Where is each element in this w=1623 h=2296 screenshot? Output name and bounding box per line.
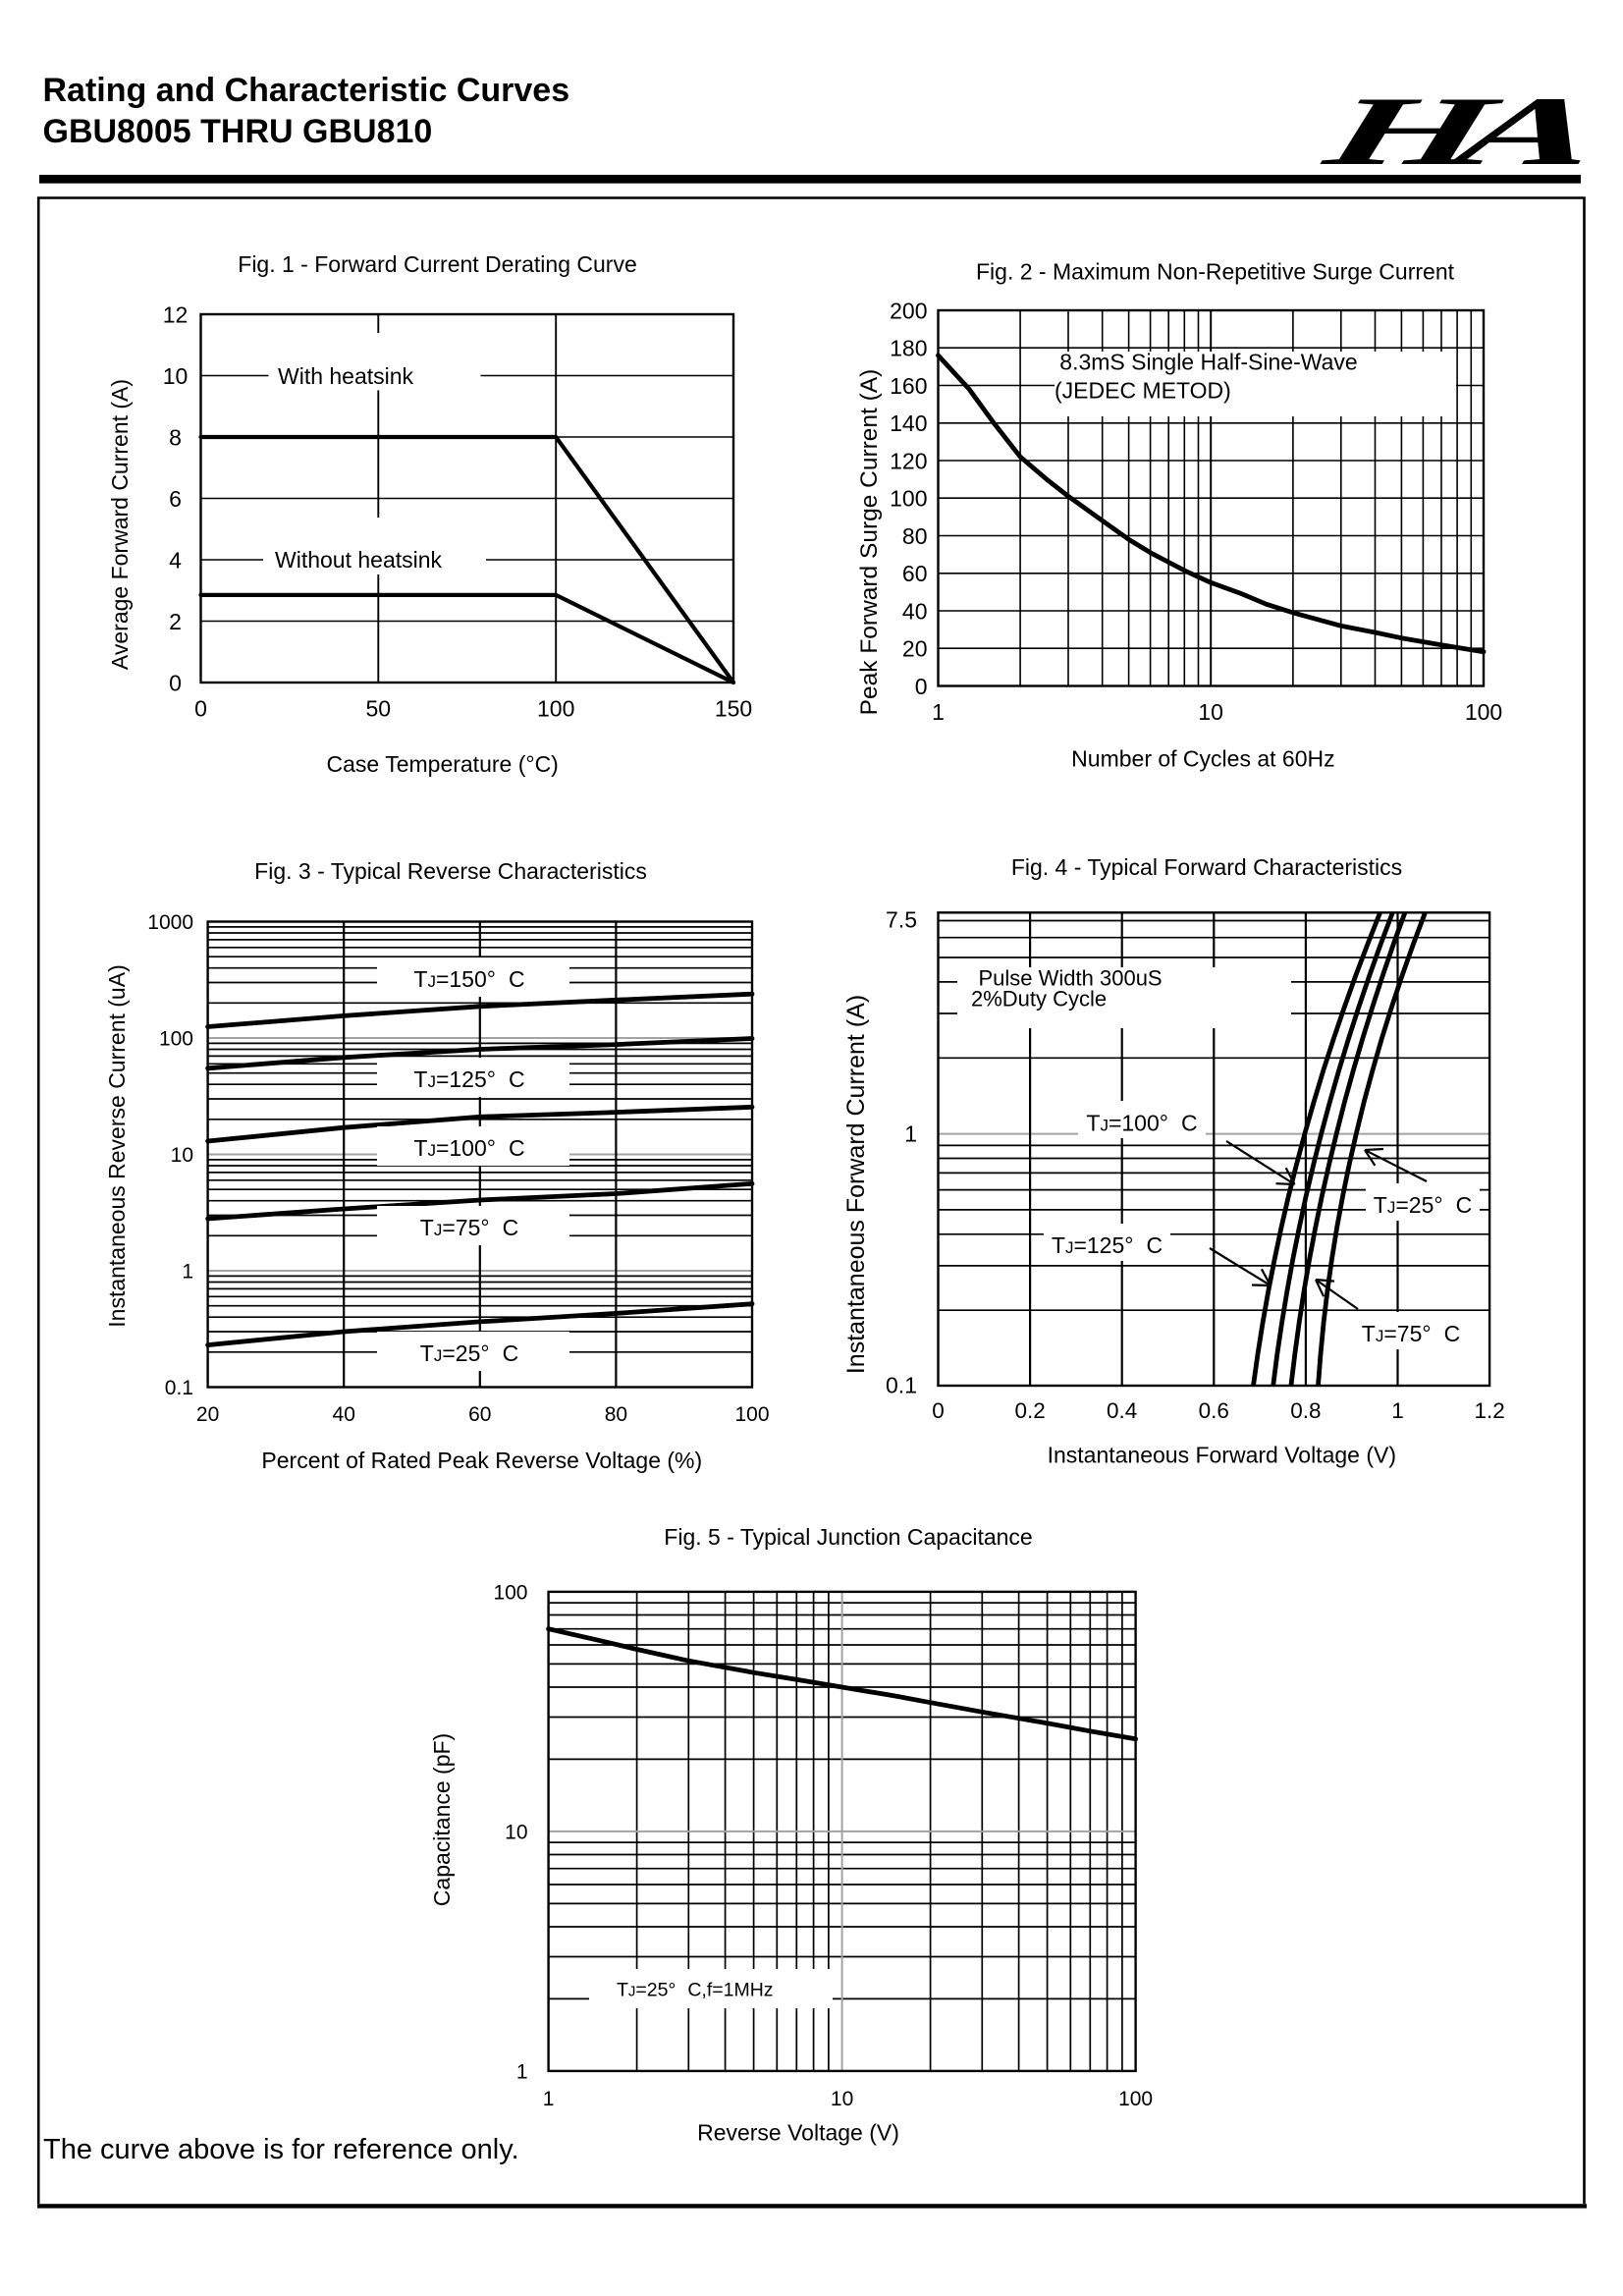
- svg-text:The curve above is for referen: The curve above is for reference only.: [43, 2134, 519, 2165]
- svg-text:Pulse Width 300uS: Pulse Width 300uS: [979, 966, 1163, 991]
- svg-text:1: 1: [932, 699, 945, 725]
- svg-text:Instantaneous Forward Current: Instantaneous Forward Current (A): [842, 995, 870, 1374]
- svg-text:1: 1: [543, 2088, 555, 2110]
- svg-text:10: 10: [1198, 699, 1223, 725]
- svg-text:1000: 1000: [147, 911, 193, 934]
- svg-text:0.6: 0.6: [1199, 1398, 1229, 1423]
- svg-text:12: 12: [163, 301, 189, 327]
- svg-text:(JEDEC METOD): (JEDEC METOD): [1055, 378, 1231, 404]
- svg-text:4: 4: [169, 547, 182, 573]
- svg-text:100: 100: [1465, 699, 1502, 725]
- svg-text:Fig. 5 - Typical Junction Capa: Fig. 5 - Typical Junction Capacitance: [664, 1524, 1032, 1550]
- svg-text:50: 50: [366, 696, 392, 722]
- svg-text:100: 100: [493, 1581, 527, 1604]
- svg-text:Rating and Characteristic Curv: Rating and Characteristic Curves: [43, 72, 570, 109]
- svg-text:TJ=25°C: TJ=25° C: [1374, 1192, 1472, 1218]
- svg-text:8: 8: [169, 424, 182, 450]
- svg-text:20: 20: [196, 1403, 219, 1426]
- svg-text:Without heatsink: Without heatsink: [275, 547, 443, 573]
- svg-text:80: 80: [605, 1403, 627, 1426]
- svg-text:0.1: 0.1: [886, 1372, 917, 1397]
- svg-text:1: 1: [904, 1121, 917, 1146]
- svg-text:1: 1: [1391, 1398, 1404, 1423]
- svg-text:Instantaneous Reverse Current: Instantaneous Reverse Current (uA): [104, 964, 130, 1327]
- svg-text:TJ=25°C: TJ=25° C: [420, 1340, 518, 1366]
- svg-text:6: 6: [169, 486, 182, 512]
- svg-text:100: 100: [159, 1028, 193, 1051]
- svg-text:Number of Cycles at 60Hz: Number of Cycles at 60Hz: [1071, 746, 1334, 772]
- svg-text:0.1: 0.1: [165, 1377, 193, 1399]
- svg-text:Peak Forward Surge Current (A): Peak Forward Surge Current (A): [856, 369, 883, 716]
- svg-text:TJ=25°C,f=1MHz: TJ=25° C,f=1MHz: [617, 1980, 774, 2001]
- svg-text:150: 150: [715, 696, 752, 722]
- svg-text:GBU8005 THRU GBU810: GBU8005 THRU GBU810: [43, 113, 433, 150]
- svg-text:10: 10: [831, 2088, 853, 2110]
- svg-text:8.3mS Single Half-Sine-Wave: 8.3mS Single Half-Sine-Wave: [1059, 350, 1357, 375]
- svg-text:10: 10: [163, 363, 189, 389]
- svg-text:Fig. 1 - Forward Current Derat: Fig. 1 - Forward Current Derating Curve: [238, 251, 636, 277]
- svg-text:Percent of Rated Peak Reverse: Percent of Rated Peak Reverse Voltage (%…: [261, 1448, 702, 1473]
- svg-text:1.2: 1.2: [1474, 1398, 1504, 1423]
- svg-text:60: 60: [468, 1403, 491, 1426]
- svg-text:140: 140: [890, 410, 927, 436]
- svg-text:40: 40: [902, 598, 928, 624]
- svg-text:100: 100: [734, 1403, 769, 1426]
- svg-text:200: 200: [890, 298, 927, 323]
- svg-text:With heatsink: With heatsink: [278, 363, 414, 389]
- svg-text:0.4: 0.4: [1107, 1398, 1137, 1423]
- svg-text:0: 0: [932, 1398, 945, 1423]
- svg-text:100: 100: [537, 696, 574, 722]
- svg-text:2%Duty Cycle: 2%Duty Cycle: [971, 987, 1107, 1011]
- svg-text:10: 10: [505, 1821, 527, 1843]
- svg-text:Fig. 2 - Maximum Non-Repetitiv: Fig. 2 - Maximum Non-Repetitive Surge Cu…: [976, 259, 1455, 285]
- svg-text:60: 60: [902, 561, 928, 586]
- svg-text:0.8: 0.8: [1290, 1398, 1321, 1423]
- svg-text:10: 10: [171, 1144, 193, 1167]
- svg-text:Reverse Voltage (V): Reverse Voltage (V): [697, 2120, 899, 2146]
- svg-text:1: 1: [182, 1261, 193, 1284]
- svg-text:0: 0: [915, 674, 928, 699]
- svg-text:160: 160: [890, 373, 927, 399]
- svg-text:100: 100: [1118, 2088, 1153, 2110]
- svg-text:20: 20: [902, 636, 928, 662]
- svg-text:180: 180: [890, 336, 927, 361]
- svg-text:2: 2: [169, 609, 182, 634]
- svg-text:Case Temperature (°C): Case Temperature (°C): [327, 751, 559, 777]
- svg-text:7.5: 7.5: [886, 906, 917, 932]
- svg-text:120: 120: [890, 448, 927, 473]
- svg-text:0.2: 0.2: [1014, 1398, 1045, 1423]
- svg-text:0: 0: [169, 670, 182, 695]
- svg-text:1: 1: [516, 2060, 528, 2083]
- svg-text:Instantaneous Forward Voltage: Instantaneous Forward Voltage (V): [1048, 1443, 1396, 1468]
- svg-text:Capacitance (pF): Capacitance (pF): [429, 1733, 455, 1906]
- svg-text:Fig. 4 - Typical Forward Chara: Fig. 4 - Typical Forward Characteristics: [1011, 854, 1402, 880]
- svg-text:Average Forward Current (A): Average Forward Current (A): [107, 379, 133, 670]
- svg-text:80: 80: [902, 523, 928, 549]
- svg-text:100: 100: [890, 486, 927, 512]
- svg-text:0: 0: [194, 696, 207, 722]
- svg-text:Fig. 3 - Typical Reverse Chara: Fig. 3 - Typical Reverse Characteristics: [254, 858, 647, 884]
- svg-text:40: 40: [333, 1403, 355, 1426]
